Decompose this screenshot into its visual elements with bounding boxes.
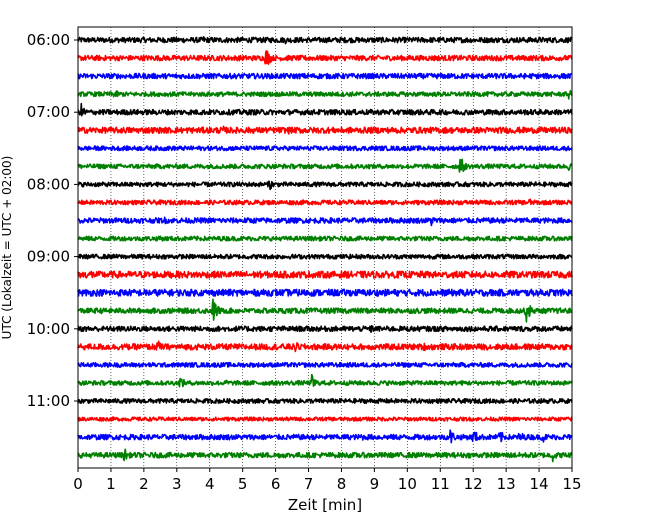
x-tick-label: 8 [337, 475, 347, 493]
y-tick-label: 07:00 [27, 103, 70, 121]
trace-0945 [77, 298, 573, 323]
x-tick-label: 2 [139, 475, 149, 493]
x-tick-label: 15 [562, 475, 581, 493]
trace-1130 [77, 429, 573, 444]
trace-0615 [77, 50, 573, 65]
x-tick-label: 3 [172, 475, 182, 493]
y-tick-label: 09:00 [27, 248, 70, 266]
plot-frame [77, 26, 573, 469]
x-tick-label: 10 [398, 475, 417, 493]
y-tick-label: 11:00 [27, 392, 70, 410]
x-tick-label: 9 [370, 475, 380, 493]
trace-0815 [77, 198, 573, 206]
x-axis-label: Zeit [min] [288, 496, 362, 514]
x-tick-label: 7 [304, 475, 314, 493]
trace-1145 [77, 448, 573, 463]
trace-0745 [77, 158, 573, 173]
trace-1015 [77, 340, 573, 353]
x-tick-label: 13 [497, 475, 516, 493]
trace-0645 [77, 89, 573, 100]
trace-1045 [77, 373, 573, 388]
x-tick-label: 6 [271, 475, 281, 493]
trace-0900 [77, 253, 573, 260]
trace-0915 [77, 270, 573, 279]
y-tick-label: 10:00 [27, 320, 70, 338]
trace-0730 [77, 145, 573, 152]
y-tick-label: 08:00 [27, 175, 70, 193]
y-axis-label: UTC (Lokalzeit = UTC + 02:00) [0, 156, 14, 340]
y-axis-ticks: 06:00 07:00 08:00 09:00 10:00 11:00 [27, 31, 78, 410]
x-axis-ticks: 0 1 2 3 4 5 6 7 8 9 10 11 12 13 14 15 [73, 468, 582, 493]
trace-1000 [77, 325, 573, 333]
x-tick-label: 12 [464, 475, 483, 493]
trace-0845 [77, 235, 573, 242]
trace-0930 [77, 288, 573, 297]
x-tick-label: 11 [431, 475, 450, 493]
trace-0715 [77, 125, 573, 135]
seismic-traces [77, 36, 573, 463]
trace-0830 [77, 216, 573, 227]
x-tick-label: 5 [238, 475, 248, 493]
trace-1115 [77, 416, 573, 422]
x-tick-label: 14 [530, 475, 549, 493]
trace-0630 [77, 72, 573, 80]
trace-1100 [77, 397, 573, 405]
x-tick-label: 4 [205, 475, 215, 493]
trace-0700 [77, 102, 573, 117]
x-tick-label: 1 [106, 475, 116, 493]
trace-1030 [77, 361, 573, 368]
x-tick-label: 0 [73, 475, 83, 493]
trace-0800 [77, 180, 573, 191]
trace-0600 [77, 36, 573, 45]
y-tick-label: 06:00 [27, 31, 70, 49]
